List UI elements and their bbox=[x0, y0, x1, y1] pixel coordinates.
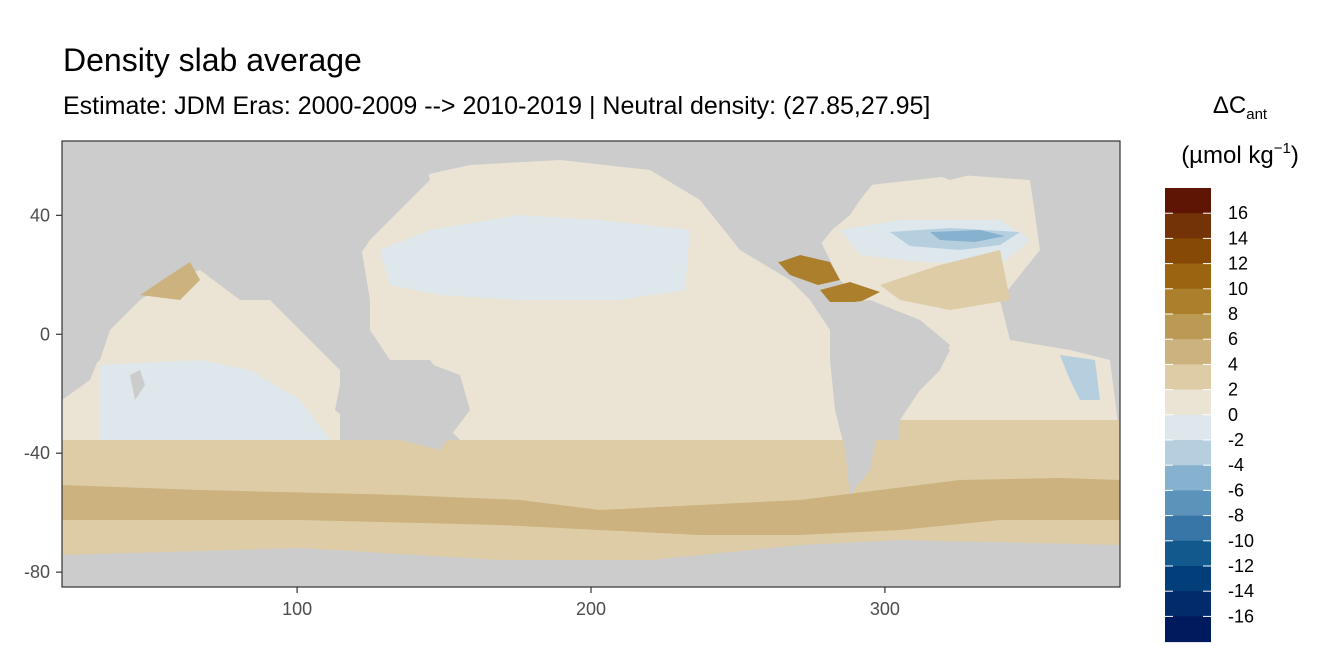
legend-swatch bbox=[1165, 188, 1211, 214]
legend-swatch bbox=[1165, 465, 1211, 491]
legend-swatch bbox=[1165, 238, 1211, 265]
land-asia bbox=[62, 141, 430, 320]
legend-tick-label: 6 bbox=[1228, 329, 1238, 349]
x-tick-label: 100 bbox=[282, 599, 312, 619]
land-greenland bbox=[900, 141, 1000, 180]
region-south-atlantic-east bbox=[1060, 355, 1100, 400]
region-arabian-sea bbox=[140, 262, 200, 300]
region-caribbean bbox=[820, 282, 880, 302]
y-tick-label: 0 bbox=[40, 324, 50, 344]
legend-tick-label: -16 bbox=[1228, 606, 1254, 626]
legend-tick-label: -12 bbox=[1228, 556, 1254, 576]
legend-swatch bbox=[1165, 288, 1211, 315]
legend-tick-label: 14 bbox=[1228, 228, 1248, 248]
legend-tick-label: -8 bbox=[1228, 506, 1244, 526]
x-tick-label: 200 bbox=[576, 599, 606, 619]
legend-tick-label: -10 bbox=[1228, 531, 1254, 551]
legend-swatch bbox=[1165, 314, 1211, 340]
legend-tick-label: -4 bbox=[1228, 455, 1244, 475]
y-tick-label: -80 bbox=[24, 562, 50, 582]
legend-swatch bbox=[1165, 515, 1211, 542]
legend-swatch bbox=[1165, 566, 1211, 592]
legend-swatch bbox=[1165, 263, 1211, 290]
land-madagascar bbox=[130, 370, 145, 400]
region-southern-ocean-core bbox=[62, 478, 1120, 535]
map-layer bbox=[62, 141, 1120, 587]
land-north-america bbox=[690, 141, 890, 262]
region-gulf-mexico bbox=[778, 255, 840, 285]
legend-tick-label: 8 bbox=[1228, 304, 1238, 324]
legend-swatch bbox=[1165, 490, 1211, 517]
land-australia bbox=[335, 360, 470, 450]
chart-title: Density slab average bbox=[63, 42, 362, 78]
legend-swatch bbox=[1165, 213, 1211, 239]
land-europe-africa-east bbox=[1030, 141, 1120, 360]
legend-tick-label: -2 bbox=[1228, 430, 1244, 450]
legend-tick-label: 0 bbox=[1228, 405, 1238, 425]
legend-swatch bbox=[1165, 540, 1211, 567]
legend-tick-label: -14 bbox=[1228, 581, 1254, 601]
legend-tick-label: 16 bbox=[1228, 203, 1248, 223]
legend-swatch bbox=[1165, 364, 1211, 391]
legend-unit: (µmol kg−1) bbox=[1181, 140, 1299, 169]
legend: ΔCant (µmol kg−1) 16 14 12 10 8 6 4 2 0 -2 -4 -6 -8 -10… bbox=[1165, 92, 1299, 643]
land-africa bbox=[62, 260, 130, 400]
legend-tick-label: 12 bbox=[1228, 254, 1248, 274]
legend-swatch bbox=[1165, 616, 1211, 643]
y-tick-label: 40 bbox=[30, 205, 50, 225]
y-tick-label: -40 bbox=[24, 443, 50, 463]
legend-tick-label: 10 bbox=[1228, 279, 1248, 299]
legend-tick-label: -6 bbox=[1228, 480, 1244, 500]
legend-swatch bbox=[1165, 414, 1211, 441]
region-south-indian bbox=[100, 360, 330, 440]
land-antarctica bbox=[62, 540, 1120, 587]
legend-title: ΔCant bbox=[1213, 92, 1268, 123]
x-tick-label: 300 bbox=[870, 599, 900, 619]
legend-swatch bbox=[1165, 591, 1211, 617]
region-north-pacific bbox=[380, 215, 690, 300]
region-tropical-atlantic bbox=[880, 250, 1010, 310]
legend-tick-label: 4 bbox=[1228, 354, 1238, 374]
legend-swatch bbox=[1165, 440, 1211, 466]
legend-swatch bbox=[1165, 339, 1211, 365]
land-south-america bbox=[830, 300, 950, 495]
legend-swatch bbox=[1165, 389, 1211, 416]
region-north-atlantic-deep bbox=[930, 230, 1005, 242]
chart-subtitle: Estimate: JDM Eras: 2000-2009 --> 2010-2… bbox=[63, 92, 931, 120]
legend-title-subscript: ant bbox=[1246, 106, 1268, 123]
legend-tick-label: 2 bbox=[1228, 380, 1238, 400]
